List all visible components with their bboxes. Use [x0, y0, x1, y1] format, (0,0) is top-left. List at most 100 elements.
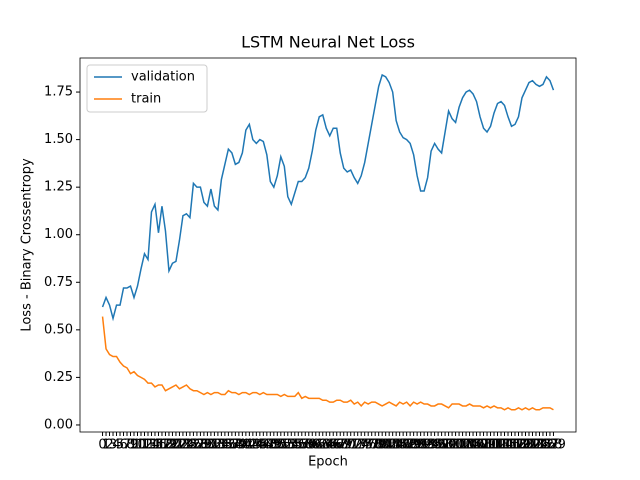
x-tick-label: 51 — [273, 438, 290, 453]
x-tick-label: 46 — [255, 438, 272, 453]
x-tick-label: 82 — [381, 438, 398, 453]
x-tick-label: 17 — [154, 438, 171, 453]
x-tick-label: 84 — [388, 438, 405, 453]
x-tick-label: 112 — [482, 438, 507, 453]
x-tick-label: 55 — [287, 438, 304, 453]
x-tick-label: 48 — [262, 438, 279, 453]
y-tick-label: 1.00 — [44, 227, 73, 242]
x-tick-label: 102 — [447, 438, 472, 453]
x-tick-label: 116 — [496, 438, 521, 453]
y-tick-label: 1.25 — [44, 180, 73, 195]
x-tick-label: 47 — [259, 438, 276, 453]
x-tick-label: 18 — [157, 438, 174, 453]
x-tick-label: 2 — [105, 438, 113, 453]
x-tick-label: 125 — [527, 438, 552, 453]
x-tick-label: 101 — [443, 438, 468, 453]
x-tick-label: 69 — [335, 438, 352, 453]
x-tick-label: 56 — [290, 438, 307, 453]
x-tick-label: 54 — [283, 438, 300, 453]
x-axis-label: Epoch — [308, 455, 348, 470]
legend-label: train — [131, 92, 161, 107]
x-tick-label: 53 — [280, 438, 297, 453]
x-tick-label: 92 — [416, 438, 433, 453]
y-tick-label: 0.50 — [44, 322, 73, 337]
plot-frame — [79, 57, 577, 433]
x-tick-label: 108 — [468, 438, 493, 453]
x-tick-label: 107 — [464, 438, 489, 453]
x-tick-label: 64 — [318, 438, 335, 453]
x-tick-label: 104 — [454, 438, 479, 453]
x-tick-label: 59 — [301, 438, 318, 453]
x-tick-label: 73 — [349, 438, 366, 453]
x-tick-label: 100 — [440, 438, 465, 453]
y-tick-label: 0.25 — [44, 370, 73, 385]
x-tick-label: 95 — [426, 438, 443, 453]
x-tick-label: 121 — [513, 438, 538, 453]
x-tick-label: 35 — [217, 438, 234, 453]
x-tick-label: 8 — [126, 438, 134, 453]
x-tick-label: 5 — [116, 438, 124, 453]
x-tick-label: 85 — [391, 438, 408, 453]
x-tick-label: 29 — [196, 438, 213, 453]
x-tick-label: 14 — [143, 438, 160, 453]
x-tick-label: 120 — [510, 438, 535, 453]
x-tick-label: 80 — [374, 438, 391, 453]
x-tick-label: 34 — [213, 438, 230, 453]
x-tick-label: 19 — [161, 438, 178, 453]
x-tick-label: 65 — [321, 438, 338, 453]
y-tick-label: 1.75 — [44, 85, 73, 100]
series-line — [101, 73, 555, 322]
x-tick-label: 115 — [492, 438, 517, 453]
x-tick-label: 27 — [189, 438, 206, 453]
x-tick-label: 13 — [140, 438, 157, 453]
x-tick-label: 57 — [294, 438, 311, 453]
chart-title: LSTM Neural Net Loss — [241, 33, 415, 52]
x-tick-label: 93 — [419, 438, 436, 453]
x-tick-label: 72 — [346, 438, 363, 453]
x-tick-label: 70 — [339, 438, 356, 453]
x-tick-label: 15 — [147, 438, 164, 453]
y-axis-label: Loss - Binary Crossentropy — [20, 158, 35, 332]
series-line — [101, 316, 554, 411]
x-tick-label: 68 — [332, 438, 349, 453]
x-tick-label: 39 — [231, 438, 248, 453]
x-tick-label: 21 — [168, 438, 185, 453]
x-tick-label: 60 — [304, 438, 321, 453]
x-tick-label: 3 — [109, 438, 117, 453]
x-tick-label: 12 — [136, 438, 153, 453]
x-tick-label: 96 — [430, 438, 447, 453]
y-tick-label: 0.75 — [44, 275, 73, 290]
x-tick-label: 128 — [538, 438, 563, 453]
x-tick-label: 1 — [102, 438, 110, 453]
x-tick-label: 62 — [311, 438, 328, 453]
x-tick-label: 7 — [123, 438, 131, 453]
x-tick-label: 124 — [524, 438, 549, 453]
x-tick-label: 41 — [238, 438, 255, 453]
x-tick-label: 77 — [363, 438, 380, 453]
x-tick-label: 110 — [475, 438, 500, 453]
x-tick-label: 98 — [437, 438, 454, 453]
x-tick-label: 117 — [499, 438, 524, 453]
x-tick-label: 23 — [175, 438, 192, 453]
x-tick-label: 88 — [402, 438, 419, 453]
x-tick-label: 50 — [269, 438, 286, 453]
x-tick-label: 109 — [471, 438, 496, 453]
x-tick-label: 24 — [178, 438, 195, 453]
x-tick-label: 87 — [398, 438, 415, 453]
x-tick-label: 25 — [182, 438, 199, 453]
x-tick-label: 78 — [367, 438, 384, 453]
x-tick-label: 119 — [506, 438, 531, 453]
x-tick-label: 94 — [423, 438, 440, 453]
x-tick-label: 10 — [129, 438, 146, 453]
x-tick-label: 49 — [266, 438, 283, 453]
x-tick-label: 76 — [360, 438, 377, 453]
x-tick-label: 32 — [206, 438, 223, 453]
x-tick-label: 33 — [210, 438, 227, 453]
x-tick-label: 44 — [248, 438, 265, 453]
y-tick-label: 0.00 — [44, 417, 73, 432]
legend-label: validation — [131, 70, 195, 85]
x-tick-label: 113 — [485, 438, 510, 453]
x-tick-label: 71 — [342, 438, 359, 453]
